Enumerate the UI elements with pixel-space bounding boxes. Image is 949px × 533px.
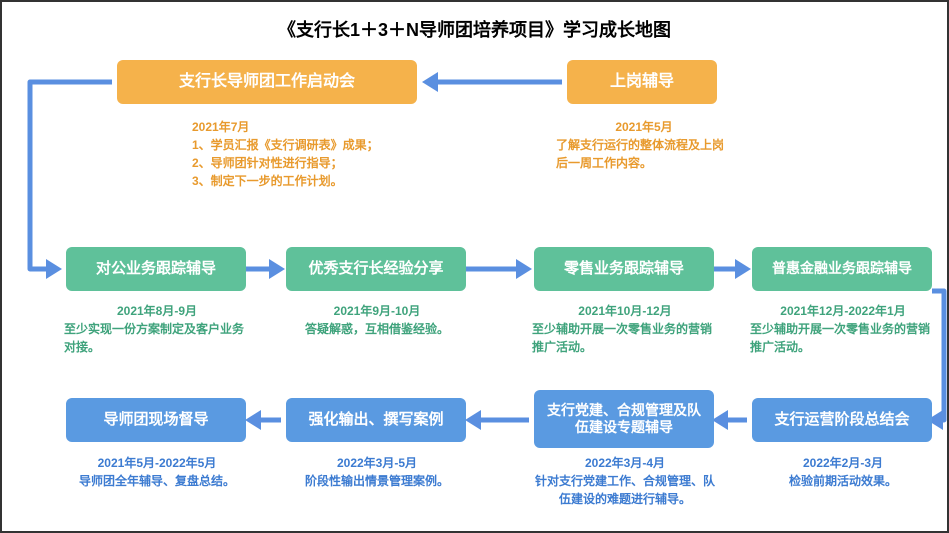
desc-body: 检验前期活动效果。 [750,472,936,490]
flow-desc-d10: 2022年2月-3月检验前期活动效果。 [750,454,936,490]
desc-body: 答疑解惑，互相借鉴经验。 [284,320,470,338]
flow-node-n8: 强化输出、撰写案例 [286,398,466,442]
flow-node-n9: 支行党建、合规管理及队伍建设专题辅导 [534,390,714,448]
desc-body: 导师团全年辅导、复盘总结。 [64,472,250,490]
desc-body: 了解支行运行的整体流程及上岗后一周工作内容。 [556,136,732,172]
flow-node-n6: 普惠金融业务跟踪辅导 [752,247,932,291]
flow-desc-d4: 2021年9月-10月答疑解惑，互相借鉴经验。 [284,302,470,338]
flow-desc-d5: 2021年10月-12月至少辅助开展一次零售业务的营销推广活动。 [532,302,718,356]
desc-body: 针对支行党建工作、合规管理、队伍建设的难题进行辅导。 [532,472,718,508]
flow-node-n2: 上岗辅导 [567,60,717,104]
desc-body: 1、学员汇报《支行调研表》成果； 2、导师团针对性进行指导； 3、制定下一步的工… [192,136,422,190]
flow-node-n7: 导师团现场督导 [66,398,246,442]
flow-node-n5: 零售业务跟踪辅导 [534,247,714,291]
flow-desc-d8: 2022年3月-5月阶段性输出情景管理案例。 [284,454,470,490]
flow-desc-d6: 2021年12月-2022年1月至少辅助开展一次零售业务的营销推广活动。 [750,302,936,356]
flow-node-n4: 优秀支行长经验分享 [286,247,466,291]
desc-date: 2021年5月 [556,118,732,136]
desc-body: 至少实现一份方案制定及客户业务对接。 [64,320,250,356]
flow-desc-d7: 2021年5月-2022年5月导师团全年辅导、复盘总结。 [64,454,250,490]
desc-body: 至少辅助开展一次零售业务的营销推广活动。 [750,320,936,356]
flowchart-canvas: 《支行长1＋3＋N导师团培养项目》学习成长地图 支行长导师团工作启动会 上岗辅导对… [0,0,949,533]
desc-date: 2022年3月-4月 [532,454,718,472]
flow-node-n3: 对公业务跟踪辅导 [66,247,246,291]
desc-body: 阶段性输出情景管理案例。 [284,472,470,490]
flow-desc-d3: 2021年8月-9月至少实现一份方案制定及客户业务对接。 [64,302,250,356]
desc-date: 2021年5月-2022年5月 [64,454,250,472]
desc-body: 至少辅助开展一次零售业务的营销推广活动。 [532,320,718,356]
flow-node-n1: 支行长导师团工作启动会 [117,60,417,104]
flow-desc-d2: 2021年5月了解支行运行的整体流程及上岗后一周工作内容。 [556,118,732,172]
desc-date: 2021年8月-9月 [64,302,250,320]
desc-date: 2021年10月-12月 [532,302,718,320]
arrow-1 [30,82,112,269]
desc-date: 2022年3月-5月 [284,454,470,472]
desc-date: 2021年7月 [192,118,422,136]
desc-date: 2021年12月-2022年1月 [750,302,936,320]
page-title: 《支行长1＋3＋N导师团培养项目》学习成长地图 [2,16,947,42]
desc-date: 2022年2月-3月 [750,454,936,472]
flow-node-n10: 支行运营阶段总结会 [752,398,932,442]
flow-desc-d9: 2022年3月-4月针对支行党建工作、合规管理、队伍建设的难题进行辅导。 [532,454,718,508]
desc-date: 2021年9月-10月 [284,302,470,320]
flow-desc-d1: 2021年7月1、学员汇报《支行调研表》成果； 2、导师团针对性进行指导； 3、… [192,118,422,190]
